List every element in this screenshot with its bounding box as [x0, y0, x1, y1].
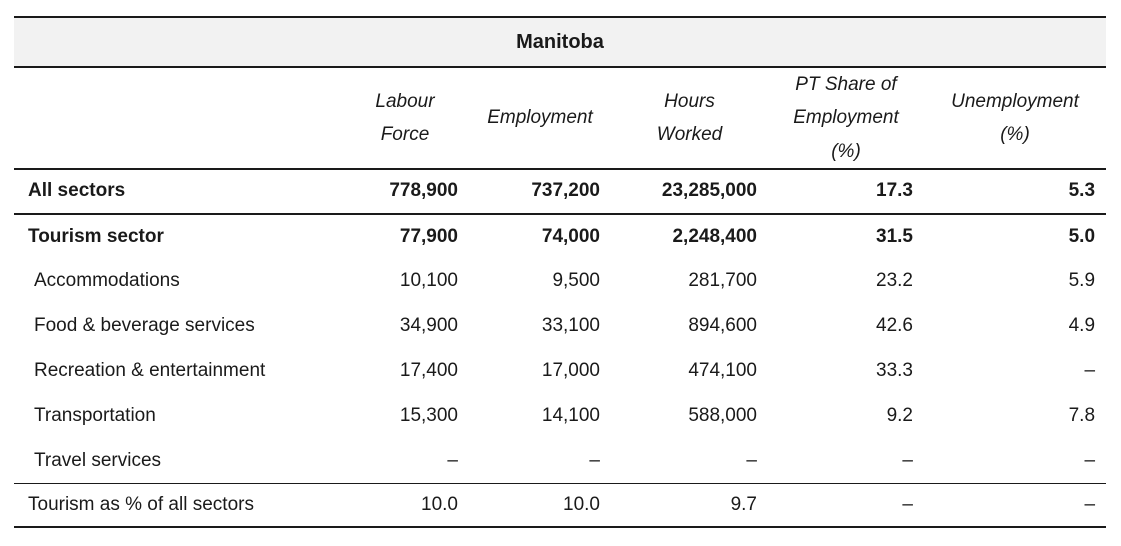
cell-hours-worked: 281,700 [688, 270, 757, 292]
table-row-food-beverage: Food & beverage services 34,900 33,100 8… [14, 304, 1106, 349]
cell-pt-share: 42.6 [876, 315, 913, 337]
table-row-travel-services: Travel services – – – – – [14, 439, 1106, 484]
cell-pt-share: 17.3 [768, 167, 924, 215]
cell-hours-worked: 23,285,000 [611, 167, 768, 215]
cell-unemployment: 4.9 [1068, 315, 1096, 337]
cell-pt-share: 33.3 [876, 360, 913, 382]
cell-unemployment: 5.9 [1068, 270, 1096, 292]
cell-pt-share: – [902, 450, 913, 471]
column-header-pt-share: PT Share of Employment (%) [768, 67, 924, 169]
column-header-label: Unemployment (%) [951, 90, 1079, 145]
column-header-label: Hours Worked [656, 90, 723, 145]
cell-labour-force: 778,900 [341, 167, 469, 215]
cell-unemployment: – [1084, 360, 1096, 382]
column-header-row: Labour Force Employment Hours Worked PT … [14, 67, 1106, 169]
column-header-label: PT Share of Employment (%) [793, 74, 899, 162]
cell-pt-share: 23.2 [876, 270, 913, 292]
cell-hours-worked: 474,100 [688, 360, 757, 382]
row-label: Accommodations [34, 270, 180, 292]
cell-labour-force: – [447, 450, 458, 471]
row-label: Food & beverage services [34, 315, 255, 337]
table-row-all-sectors: All sectors 778,900 737,200 23,285,000 1… [14, 167, 1107, 215]
cell-employment: – [589, 450, 600, 471]
column-header-label: Employment [487, 107, 593, 129]
cell-unemployment: 5.0 [1068, 225, 1096, 247]
cell-labour-force: 17,400 [399, 360, 458, 382]
cell-hours-worked: 9.7 [611, 483, 768, 528]
table-row-tourism-percent: Tourism as % of all sectors 10.0 10.0 9.… [14, 483, 1107, 528]
cell-labour-force: 77,900 [399, 225, 458, 247]
row-label: Recreation & entertainment [34, 360, 266, 382]
cell-unemployment: – [924, 483, 1107, 528]
table-row-recreation-entertainment: Recreation & entertainment 17,400 17,000… [14, 349, 1106, 394]
column-header-blank [14, 67, 341, 169]
column-header-unemployment: Unemployment (%) [924, 67, 1106, 169]
cell-hours-worked: 588,000 [688, 405, 757, 427]
row-label: All sectors [14, 167, 341, 215]
cell-unemployment: – [1084, 450, 1096, 471]
manitoba-labour-stats-table: Manitoba Labour Force Employment Hours W… [14, 16, 1107, 528]
cell-unemployment: 5.3 [924, 167, 1107, 215]
cell-labour-force: 10,100 [399, 270, 458, 292]
cell-pt-share: 9.2 [886, 405, 913, 427]
cell-hours-worked: 2,248,400 [672, 225, 757, 247]
column-header-labour-force: Labour Force [341, 67, 469, 169]
table-row-transportation: Transportation 15,300 14,100 588,000 9.2… [14, 394, 1106, 439]
table-title: Manitoba [14, 16, 1107, 68]
cell-pt-share: – [768, 483, 924, 528]
cell-employment: 17,000 [541, 360, 600, 382]
cell-employment: 10.0 [469, 483, 611, 528]
cell-hours-worked: – [746, 450, 757, 471]
row-label: Tourism sector [28, 225, 164, 247]
column-header-label: Labour Force [375, 90, 435, 145]
row-label: Travel services [34, 450, 162, 471]
row-label: Transportation [34, 405, 156, 427]
cell-labour-force: 15,300 [399, 405, 458, 427]
cell-unemployment: 7.8 [1068, 405, 1096, 427]
cell-employment: 74,000 [541, 225, 600, 247]
column-header-employment: Employment [469, 67, 611, 169]
row-label: Tourism as % of all sectors [14, 483, 341, 528]
cell-employment: 33,100 [541, 315, 600, 337]
cell-hours-worked: 894,600 [688, 315, 757, 337]
cell-labour-force: 34,900 [399, 315, 458, 337]
cell-employment: 737,200 [469, 167, 611, 215]
title-row: Manitoba [14, 16, 1107, 68]
cell-employment: 14,100 [541, 405, 600, 427]
column-header-hours-worked: Hours Worked [611, 67, 768, 169]
cell-employment: 9,500 [552, 270, 600, 292]
cell-pt-share: 31.5 [876, 225, 913, 247]
table-row-tourism-sector: Tourism sector 77,900 74,000 2,248,400 3… [14, 214, 1106, 259]
cell-labour-force: 10.0 [341, 483, 469, 528]
table-row-accommodations: Accommodations 10,100 9,500 281,700 23.2… [14, 259, 1106, 304]
